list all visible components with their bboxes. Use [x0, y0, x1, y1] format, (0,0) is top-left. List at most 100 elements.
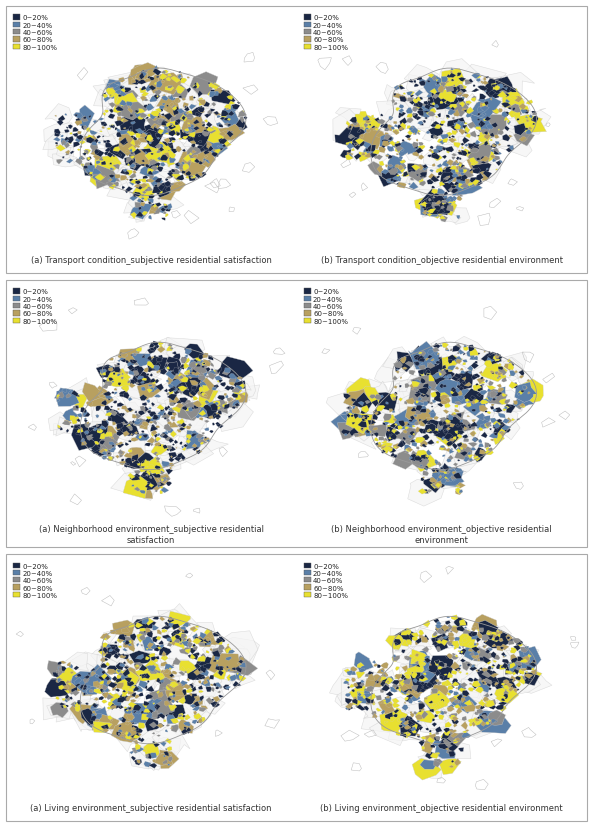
Polygon shape [213, 402, 253, 432]
Polygon shape [104, 157, 126, 173]
Polygon shape [118, 722, 133, 735]
Legend: 0~20%, 20~40%, 40~60%, 60~80%, 80~100%: 0~20%, 20~40%, 40~60%, 60~80%, 80~100% [303, 15, 349, 51]
Polygon shape [482, 104, 505, 123]
Polygon shape [126, 653, 159, 673]
Polygon shape [105, 653, 139, 673]
Polygon shape [138, 667, 169, 690]
Polygon shape [333, 110, 365, 142]
Polygon shape [123, 354, 161, 388]
Polygon shape [452, 346, 486, 371]
Polygon shape [374, 383, 407, 418]
Polygon shape [150, 417, 181, 444]
Polygon shape [400, 666, 418, 680]
Polygon shape [229, 385, 260, 400]
Polygon shape [156, 338, 182, 356]
Legend: 0~20%, 20~40%, 40~60%, 60~80%, 80~100%: 0~20%, 20~40%, 40~60%, 60~80%, 80~100% [12, 562, 58, 599]
Polygon shape [392, 627, 432, 653]
Polygon shape [444, 128, 471, 148]
Polygon shape [183, 108, 221, 134]
Polygon shape [133, 83, 151, 94]
Polygon shape [111, 698, 141, 714]
Polygon shape [436, 739, 471, 758]
Polygon shape [179, 689, 206, 722]
Polygon shape [139, 663, 173, 693]
Polygon shape [108, 99, 127, 109]
Polygon shape [369, 719, 412, 746]
Polygon shape [426, 170, 440, 185]
Polygon shape [446, 127, 467, 141]
Polygon shape [402, 699, 422, 716]
Polygon shape [489, 626, 512, 643]
Polygon shape [166, 403, 210, 439]
Polygon shape [410, 175, 432, 191]
Polygon shape [406, 89, 442, 116]
Polygon shape [229, 382, 251, 392]
Polygon shape [109, 421, 141, 441]
Polygon shape [443, 208, 470, 225]
Polygon shape [437, 378, 466, 397]
Polygon shape [204, 670, 231, 692]
Polygon shape [493, 688, 507, 700]
Polygon shape [419, 431, 441, 446]
Polygon shape [429, 415, 447, 426]
Polygon shape [479, 652, 514, 679]
Polygon shape [93, 78, 120, 105]
Polygon shape [200, 382, 221, 397]
Polygon shape [135, 194, 159, 223]
Polygon shape [118, 354, 148, 385]
Polygon shape [410, 450, 428, 465]
Polygon shape [432, 187, 456, 205]
Polygon shape [189, 123, 218, 145]
Polygon shape [513, 109, 551, 135]
Polygon shape [444, 705, 484, 736]
Polygon shape [158, 456, 181, 474]
Polygon shape [500, 657, 513, 676]
Text: (b) Living environment_objective residential environment: (b) Living environment_objective residen… [320, 803, 563, 812]
Polygon shape [153, 707, 181, 733]
Polygon shape [387, 383, 414, 400]
Polygon shape [500, 358, 524, 382]
Polygon shape [417, 168, 443, 183]
Polygon shape [100, 397, 126, 421]
Polygon shape [123, 358, 151, 380]
Polygon shape [388, 670, 420, 700]
Polygon shape [122, 402, 141, 416]
Legend: 0~20%, 20~40%, 40~60%, 60~80%, 80~100%: 0~20%, 20~40%, 40~60%, 60~80%, 80~100% [303, 288, 349, 325]
Polygon shape [494, 134, 518, 147]
Polygon shape [108, 723, 142, 738]
Polygon shape [449, 425, 468, 443]
Polygon shape [480, 124, 508, 153]
Polygon shape [187, 409, 206, 430]
Polygon shape [135, 136, 167, 166]
Polygon shape [423, 195, 439, 206]
Polygon shape [428, 707, 449, 723]
Polygon shape [88, 407, 117, 432]
Polygon shape [476, 389, 490, 401]
Polygon shape [479, 670, 497, 684]
Polygon shape [438, 622, 463, 640]
Polygon shape [171, 426, 188, 437]
Polygon shape [417, 464, 440, 478]
Polygon shape [144, 136, 183, 166]
Polygon shape [193, 669, 222, 691]
Polygon shape [111, 676, 132, 693]
Polygon shape [456, 132, 473, 149]
Polygon shape [74, 422, 117, 450]
Polygon shape [406, 75, 436, 98]
Polygon shape [56, 145, 72, 160]
Polygon shape [133, 744, 165, 771]
Polygon shape [392, 417, 416, 434]
Polygon shape [45, 104, 72, 125]
Polygon shape [426, 338, 464, 367]
Polygon shape [481, 86, 505, 99]
Polygon shape [488, 83, 510, 102]
Polygon shape [160, 454, 180, 471]
Polygon shape [398, 393, 438, 417]
Polygon shape [149, 434, 176, 451]
Polygon shape [134, 668, 159, 687]
Polygon shape [498, 674, 541, 698]
Polygon shape [406, 176, 424, 192]
Polygon shape [385, 426, 404, 445]
Polygon shape [492, 650, 518, 681]
Polygon shape [503, 407, 518, 423]
